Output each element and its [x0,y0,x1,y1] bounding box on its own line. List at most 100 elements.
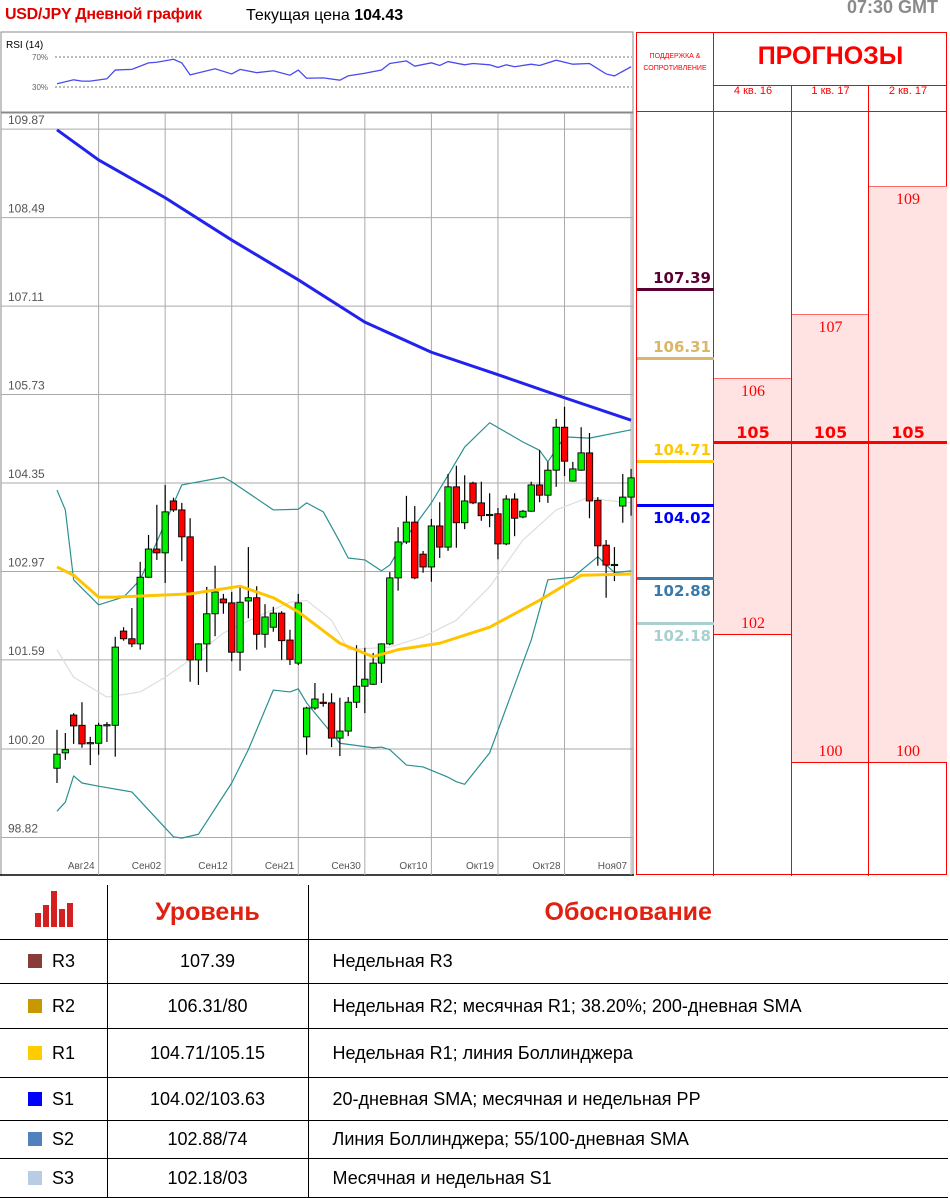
rsi-line [56,58,632,85]
forecast-low-label: 100 [818,742,843,760]
candle [319,693,327,707]
candle-body [477,502,485,517]
candle [78,702,86,748]
candle [69,713,78,744]
candle [436,502,444,558]
sr-level-label: 104.02 [653,509,711,528]
candle [144,534,153,578]
candle-body [136,576,144,645]
color-swatch-icon [28,998,42,1013]
sr-level-label: 104.71 [653,440,711,459]
level-value: 102.88/74 [107,1120,309,1159]
column-divider [791,85,792,876]
y-tick-label: 107.11 [8,290,44,304]
candle [444,474,452,551]
candle-body [277,612,286,642]
y-tick-label: 101.59 [8,644,45,658]
x-tick-label: Сен12 [198,861,228,872]
candle-body [386,577,394,645]
candle-body [535,484,544,496]
candle [386,572,394,646]
level-name-cell: R3 [0,939,108,984]
x-tick-label: Сен02 [132,861,162,872]
bollinger-lower-line [56,556,632,839]
forecast-quarter: 2 кв. 17 [888,85,928,97]
forecast-low-label: 100 [896,742,920,760]
level-value: 104.71/105.15 [107,1028,309,1078]
y-tick-label: 109.87 [8,113,45,127]
forecast-high-label: 106 [741,383,765,401]
forecast-high-label: 107 [818,319,843,337]
bollinger-middle-line [56,496,632,698]
level-name: S1 [52,1088,75,1109]
forecast-median-label: 105 [813,423,848,443]
candle [194,643,203,685]
candle [294,593,302,666]
candle [211,565,219,637]
sr-level-line [637,357,714,361]
candle-body [119,630,128,640]
candle [419,550,427,573]
color-swatch-icon [28,1170,42,1185]
level-name-cell: R1 [0,1028,108,1078]
candle-body [253,597,261,635]
candle-body [244,597,253,602]
candle-body [294,602,302,664]
level-reason: Недельная R2; месячная R1; 38.20%; 200-д… [308,983,948,1029]
x-tick-label: Авг24 [68,861,95,872]
level-name: S2 [52,1129,75,1149]
price-chart: 109.87 108.49 107.11 105.73 104.35 102.97 101.… [0,31,635,876]
candle-body [69,714,78,727]
candle [161,484,169,583]
candle [527,481,535,512]
level-name-cell: S3 [0,1158,108,1198]
candle-body [211,591,219,615]
candle [311,682,319,710]
x-tick-label: Ноя07 [598,861,628,872]
right-panel: 106 102 105 4 кв. 16 107 100 105 1 кв. 17 109 100… [636,32,947,876]
current-price-value: 104.43 [354,7,404,24]
table-row: S2 102.88/74 Линия Боллинджера; 55/100-дне… [0,1120,948,1159]
rsi-level-label: 70% [32,53,48,62]
candle [302,706,311,755]
candle-body [61,749,69,754]
candle-body [361,678,369,687]
y-tick-label: 98.82 [8,821,38,835]
candle-body [269,612,277,628]
candle-body [203,613,211,645]
candle-body [86,742,94,745]
candle-body [569,468,577,482]
candle-body [53,753,61,769]
candle [86,736,94,766]
level-reason: Месячная и недельная S1 [308,1158,948,1198]
time-label: 07:30 GMT [846,0,938,17]
chart-title: USD/JPY Дневной график [5,6,202,23]
candle-body [527,484,535,512]
candle-body [394,541,402,579]
candle-body [236,601,244,653]
candle [627,468,635,516]
sr-level-line [637,459,714,463]
candle-body [494,513,502,545]
candle-body [302,707,311,738]
sr-level-label: 106.31 [653,338,711,357]
candle [510,493,519,537]
candle [352,645,361,708]
candle-body [544,469,552,496]
candle [128,607,136,648]
candle-body [128,638,136,645]
candle-body [103,724,111,727]
candle [119,627,128,641]
y-tick-label: 100.20 [8,733,45,747]
level-name-cell: R2 [0,983,108,1029]
rsi-label: RSI (14) [6,40,43,51]
sr-level-line [637,504,714,508]
bollinger-upper-line [56,422,632,606]
candle [469,481,477,505]
candle [519,509,527,519]
level-name-cell: S2 [0,1120,108,1159]
candle-body [510,498,519,519]
candle-body [219,598,228,604]
candle-body [411,521,419,579]
x-tick-label: Окт19 [466,861,494,872]
